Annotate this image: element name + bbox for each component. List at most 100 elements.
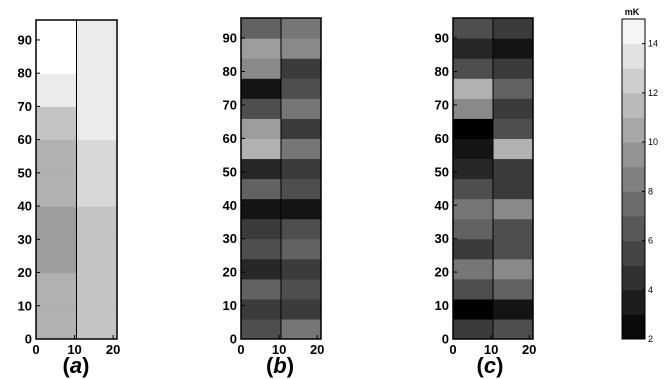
heatmap-cell-b-14-right [281,38,321,59]
heatmap-cell-a-5-left [36,139,77,174]
heatmap-cell-c-13-right [493,58,533,79]
y-tick-label: 60 [435,131,449,146]
x-tick-label: 10 [484,342,498,357]
heatmap-cell-b-11-right [281,98,321,119]
heatmap-cell-a-6-right [76,106,117,141]
colorbar-frame [621,18,646,340]
heatmap-cell-c-11-right [493,98,533,119]
heatmap-cell-b-7-left [241,178,281,200]
heatmap-cell-b-6-right [281,198,321,220]
panel-a-map [36,20,117,339]
colorbar-swatch [622,92,645,118]
panel-b-map [241,18,321,339]
colorbar-swatch [622,215,645,242]
heatmap-cell-b-12-right [281,78,321,99]
panel-c-y-ticks: 0 10 20 30 40 50 60 70 80 90 [435,31,457,347]
heatmap-cell-a-7-left [36,73,77,107]
y-tick-label: 90 [223,31,237,46]
heatmap-cell-b-13-left [241,58,281,79]
heatmap-cell-c-8-right [493,158,533,180]
y-tick-label: 70 [18,99,32,114]
x-tick-label: 10 [272,342,286,357]
panel-b: 0 10 20 30 40 50 60 70 80 90 0 10 20 (b) [223,17,324,378]
heatmap-cell-c-7-left [453,178,493,200]
heatmap-cell-a-0-right [76,305,117,339]
colorbar-unit: mK [625,7,640,17]
heatmap-cell-a-1-left [36,272,77,307]
heatmap-cell-c-0-left [453,318,493,339]
heatmap-cell-b-13-right [281,58,321,79]
colorbar-swatch [622,191,645,217]
panel-a-y-ticks: 0 10 20 30 40 50 60 70 80 90 [18,32,40,347]
y-tick-label: 20 [18,265,32,280]
y-tick-label: 50 [223,164,237,179]
panel-b-x-ticks: 0 10 20 [237,335,324,357]
y-tick-label: 80 [18,66,32,81]
heatmap-cell-b-9-right [281,138,321,160]
heatmap-cell-c-6-left [453,198,493,220]
heatmap-cell-c-7-right [493,178,533,200]
colorbar-swatch [622,314,645,340]
colorbar-tick-label: 12 [648,88,658,98]
heatmap-cell-c-11-left [453,98,493,119]
heatmap-cell-b-2-right [281,278,321,300]
y-tick-label: 10 [223,298,237,313]
y-tick-label: 10 [18,298,32,313]
heatmap-cell-b-8-right [281,158,321,180]
heatmap-cell-c-5-left [453,218,493,240]
y-tick-label: 70 [223,97,237,112]
y-tick-label: 20 [435,265,449,280]
heatmap-cell-c-8-left [453,158,493,180]
heatmap-cell-c-14-left [453,38,493,59]
heatmap-cell-b-12-left [241,78,281,99]
heatmap-cell-b-8-left [241,158,281,180]
heatmap-cell-c-15-right [493,18,533,39]
heatmap-cell-c-12-left [453,78,493,99]
heatmap-cell-c-0-right [493,318,533,339]
heatmap-cell-c-12-right [493,78,533,99]
colorbar-swatch [622,142,645,168]
heatmap-cell-c-3-right [493,258,533,280]
y-tick-label: 50 [18,165,32,180]
y-tick-label: 10 [435,298,449,313]
heatmap-cell-b-5-left [241,218,281,240]
colorbar-swatch [622,265,645,291]
x-tick-label: 0 [237,342,244,357]
heatmap-cell-a-2-right [76,239,117,274]
heatmap-cell-c-5-right [493,218,533,240]
heatmap-cell-c-6-right [493,198,533,220]
colorbar-swatch [622,68,645,94]
heatmap-cell-c-9-right [493,138,533,160]
heatmap-cell-c-1-right [493,298,533,320]
y-tick-label: 30 [435,231,449,246]
heatmap-cell-b-15-left [241,18,281,39]
heatmap-cell-c-2-right [493,278,533,300]
heatmap-cell-b-10-left [241,118,281,139]
y-tick-label: 0 [25,332,32,347]
y-tick-label: 0 [230,332,237,347]
panel-b-y-ticks: 0 10 20 30 40 50 60 70 80 90 [223,31,245,347]
panel-c-frame [452,17,534,340]
colorbar-tick-label: 6 [648,236,653,246]
heatmap-cell-b-0-left [241,318,281,339]
heatmap-cell-c-1-left [453,298,493,320]
y-tick-label: 20 [223,265,237,280]
heatmap-cell-c-4-left [453,238,493,260]
heatmap-cell-b-3-left [241,258,281,280]
panel-c-map [453,18,533,339]
heatmap-cell-c-9-left [453,138,493,160]
panel-b-frame [240,17,322,340]
heatmap-cell-b-7-right [281,178,321,200]
heatmap-cell-c-10-right [493,118,533,139]
heatmap-cell-b-10-right [281,118,321,139]
panel-a-x-ticks: 0 10 20 [32,335,120,357]
x-tick-label: 20 [522,342,536,357]
heatmap-cell-b-3-right [281,258,321,280]
heatmap-cell-a-5-right [76,139,117,174]
heatmap-cell-b-15-right [281,18,321,39]
heatmap-cell-b-1-right [281,298,321,320]
colorbar-swatch [622,166,645,192]
heatmap-cell-c-4-right [493,238,533,260]
y-tick-label: 80 [435,64,449,79]
